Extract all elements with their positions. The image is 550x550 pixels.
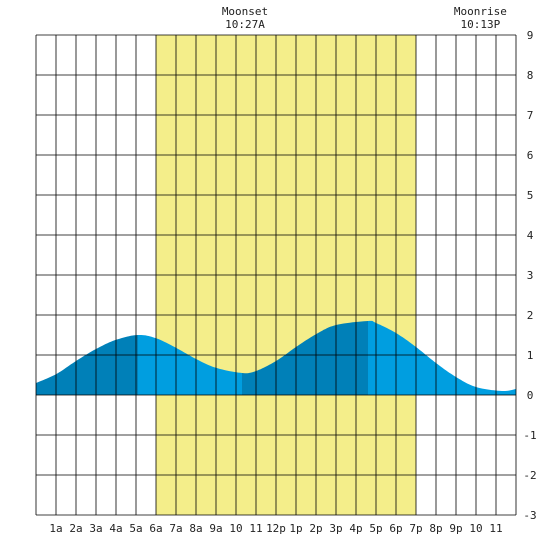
y-tick-label: 6	[527, 149, 534, 162]
y-tick-label: 9	[527, 29, 534, 42]
x-tick-label: 4a	[109, 522, 122, 535]
x-tick-label: 10	[469, 522, 482, 535]
tide-falling-area	[502, 389, 516, 395]
x-tick-label: 11	[249, 522, 262, 535]
moon-event-time: 10:13P	[461, 18, 501, 31]
y-tick-label: 1	[527, 349, 534, 362]
moon-event-time: 10:27A	[225, 18, 265, 31]
x-tick-label: 1p	[289, 522, 302, 535]
moon-event-label: Moonset	[222, 5, 268, 18]
y-tick-label: 0	[527, 389, 534, 402]
tide-rising-area	[242, 321, 368, 395]
x-tick-label: 8a	[189, 522, 202, 535]
x-tick-label: 11	[489, 522, 502, 535]
y-tick-label: 5	[527, 189, 534, 202]
x-tick-label: 5a	[129, 522, 142, 535]
y-tick-label: -2	[523, 469, 536, 482]
moon-event-label: Moonrise	[454, 5, 507, 18]
tide-rising-area	[36, 335, 138, 395]
x-tick-label: 8p	[429, 522, 442, 535]
x-tick-label: 1a	[49, 522, 62, 535]
x-tick-label: 2a	[69, 522, 82, 535]
y-tick-label: 8	[527, 69, 534, 82]
x-tick-label: 3a	[89, 522, 102, 535]
x-tick-label: 10	[229, 522, 242, 535]
x-tick-label: 7p	[409, 522, 422, 535]
y-tick-label: -1	[523, 429, 536, 442]
x-tick-label: 6p	[389, 522, 402, 535]
tide-falling-area	[368, 320, 502, 395]
x-tick-label: 12p	[266, 522, 286, 535]
x-tick-label: 3p	[329, 522, 342, 535]
x-tick-labels: 1a 2a 3a 4a 5a 6a 7a 8a 9a 10 11 12p 1p 2p 3p 4p 5p 6p 7p 8…	[49, 522, 502, 535]
y-tick-label: 2	[527, 309, 534, 322]
x-tick-label: 9p	[449, 522, 462, 535]
y-tick-label: -3	[523, 509, 536, 522]
y-tick-label: 4	[527, 229, 534, 242]
x-tick-label: 9a	[209, 522, 222, 535]
y-tick-label: 3	[527, 269, 534, 282]
x-tick-label: 2p	[309, 522, 322, 535]
y-tick-labels: 9 8 7 6 5 4 3 2 1 0 -1 -2 -3	[523, 29, 536, 522]
y-tick-label: 7	[527, 109, 534, 122]
x-tick-label: 7a	[169, 522, 182, 535]
grid-layer	[35, 34, 517, 516]
x-tick-label: 4p	[349, 522, 362, 535]
x-tick-label: 5p	[369, 522, 382, 535]
x-tick-label: 6a	[149, 522, 162, 535]
